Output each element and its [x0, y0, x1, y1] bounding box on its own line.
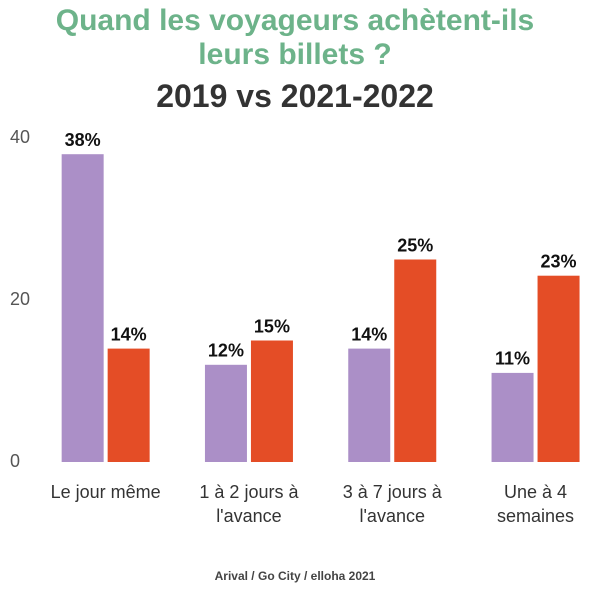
data-label: 14%	[111, 324, 147, 344]
data-label: 14%	[351, 324, 387, 344]
bar	[394, 259, 437, 462]
data-label: 12%	[208, 341, 244, 361]
bar	[348, 348, 391, 462]
chart-title: Quand les voyageurs achètent-ils leurs b…	[55, 4, 535, 71]
bar	[250, 340, 293, 462]
data-label: 38%	[65, 130, 101, 150]
x-tick-label: Le jour même	[50, 482, 161, 502]
x-tick-label: Une à 4 semaines	[497, 482, 575, 526]
chart-subtitle: 2019 vs 2021-2022	[156, 78, 434, 114]
y-tick-label: 0	[10, 451, 20, 471]
data-label: 15%	[254, 316, 290, 336]
bar	[491, 372, 534, 462]
bar	[204, 364, 247, 462]
bar	[107, 348, 150, 462]
y-tick-label: 20	[10, 289, 30, 309]
x-tick-label: 3 à 7 jours à l'avance	[342, 482, 442, 526]
data-label: 11%	[495, 349, 530, 369]
source: Arival / Go City / elloha 2021	[214, 569, 376, 583]
y-tick-label: 40	[10, 127, 30, 147]
data-label: 23%	[541, 251, 577, 271]
bar	[537, 275, 580, 462]
data-label: 25%	[397, 235, 433, 255]
x-tick-label: 1 à 2 jours à l'avance	[199, 482, 299, 526]
bar	[61, 154, 104, 462]
